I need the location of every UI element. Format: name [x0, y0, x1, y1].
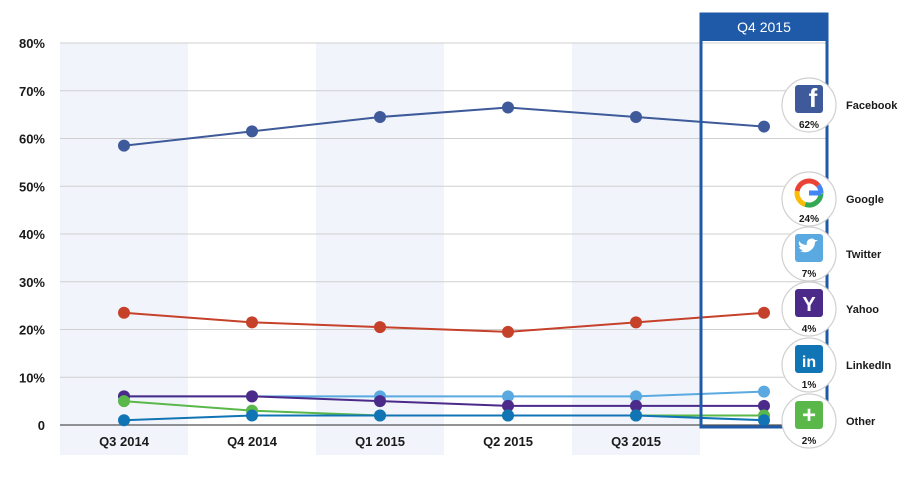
legend-percentage: 24%	[799, 214, 819, 225]
data-point-linkedin	[630, 409, 642, 422]
legend-entry-twitter: 7% Twitter	[781, 226, 882, 282]
legend-percentage: 2%	[802, 436, 817, 447]
linkedin-glyph: in	[802, 354, 816, 371]
data-point-google	[630, 316, 642, 329]
legend-badge	[781, 171, 837, 227]
y-tick-label: 50%	[19, 179, 45, 194]
twitter-bird	[798, 238, 818, 253]
legend-entry-facebook: f 62% Facebook	[781, 77, 898, 133]
highlight-q4-2015: Q4 2015	[699, 12, 829, 429]
series-line-yahoo	[124, 395, 764, 407]
data-point-facebook	[758, 120, 770, 133]
y-tick-label: 60%	[19, 132, 45, 147]
legend-name: Twitter	[846, 249, 882, 261]
data-point-facebook	[246, 125, 258, 138]
data-point-linkedin	[118, 414, 130, 427]
google-icon-bar	[809, 190, 821, 196]
other-icon	[795, 401, 823, 429]
data-point-yahoo	[502, 399, 514, 412]
data-point-linkedin	[502, 409, 514, 422]
data-point-twitter	[630, 390, 642, 403]
legend-entry-linkedin: in 1% LinkedIn	[781, 337, 892, 393]
y-tick-label: 40%	[19, 227, 45, 242]
column-band	[60, 43, 188, 455]
x-tick-label: Q3 2014	[99, 434, 150, 449]
series-points	[118, 101, 770, 427]
x-tick-label: Q4 2014	[227, 434, 278, 449]
yahoo-icon	[795, 289, 823, 317]
highlight-header	[700, 13, 828, 41]
data-point-facebook	[118, 139, 130, 152]
facebook-glyph: f	[809, 83, 818, 113]
data-point-yahoo	[630, 399, 642, 412]
series-line-google	[123, 311, 765, 333]
y-axis: 0 10% 20% 30% 40% 50% 60% 70% 80%	[19, 36, 45, 433]
data-point-facebook	[374, 111, 386, 124]
data-point-linkedin	[374, 409, 386, 422]
legend-entry-yahoo: Y 4% Yahoo	[781, 281, 879, 337]
data-point-yahoo	[758, 399, 770, 412]
x-tick-label: Q3 2015	[611, 434, 661, 449]
google-icon-arc	[794, 178, 821, 192]
data-point-linkedin	[246, 409, 258, 422]
y-tick-label: 80%	[19, 36, 45, 51]
data-point-google	[246, 316, 258, 329]
data-point-yahoo	[374, 395, 386, 408]
highlight-label: Q4 2015	[737, 19, 791, 35]
legend-name: LinkedIn	[846, 360, 892, 372]
data-point-twitter	[502, 390, 514, 403]
other-glyph: +	[802, 402, 816, 429]
y-tick-label: 0	[38, 418, 45, 433]
legend-name: Google	[846, 194, 884, 206]
series-lines	[123, 106, 765, 422]
legend-name: Facebook	[846, 100, 898, 112]
x-tick-label: Q2 2015	[483, 434, 533, 449]
data-point-facebook	[502, 101, 514, 114]
yahoo-glyph: Y	[802, 294, 816, 316]
y-tick-label: 20%	[19, 323, 45, 338]
series-line-linkedin	[123, 414, 765, 422]
legend-name: Other	[846, 416, 876, 428]
x-axis: Q3 2014 Q4 2014 Q1 2015 Q2 2015 Q3 2015	[99, 434, 661, 449]
data-point-google	[118, 306, 130, 319]
data-point-twitter	[758, 385, 770, 398]
legend-percentage: 62%	[799, 120, 819, 131]
legend-percentage: 1%	[802, 380, 817, 391]
x-tick-label: Q1 2015	[355, 434, 405, 449]
y-tick-label: 70%	[19, 84, 45, 99]
google-icon-arc	[794, 190, 807, 207]
series-line-facebook	[123, 106, 765, 147]
legend-entry-google: 24% Google	[781, 171, 884, 227]
data-point-google	[758, 306, 770, 319]
data-point-linkedin	[758, 414, 770, 427]
data-point-other	[118, 395, 130, 408]
data-point-google	[374, 321, 386, 334]
legend-name: Yahoo	[846, 304, 879, 316]
data-point-yahoo	[246, 390, 258, 403]
legend: f 62% Facebook 24% Google 7% Twitter Y 4% Yahoo in…	[781, 77, 898, 449]
y-tick-label: 10%	[19, 370, 45, 385]
data-point-google	[502, 325, 514, 338]
legend-percentage: 4%	[802, 324, 817, 335]
linkedin-icon	[795, 345, 823, 373]
data-point-facebook	[630, 111, 642, 124]
legend-entry-other: +2% Other	[781, 393, 876, 449]
legend-percentage: 7%	[802, 269, 817, 280]
facebook-icon	[795, 85, 823, 113]
y-tick-label: 30%	[19, 275, 45, 290]
